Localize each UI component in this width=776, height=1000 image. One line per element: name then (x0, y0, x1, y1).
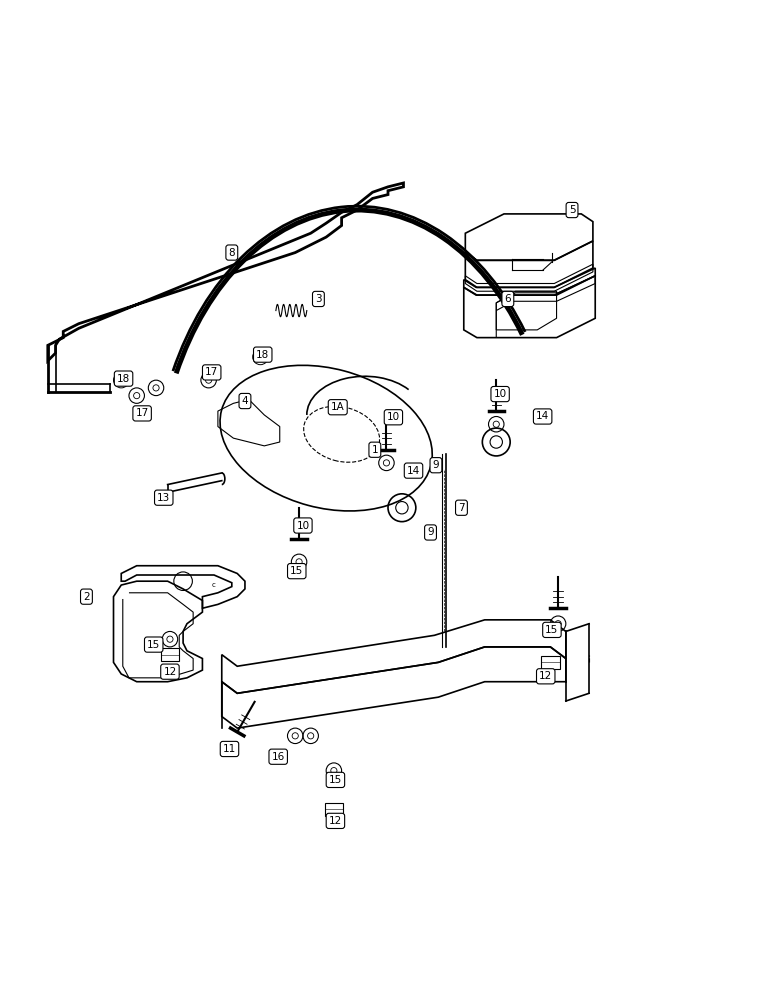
Text: 15: 15 (546, 625, 559, 635)
Text: 10: 10 (387, 412, 400, 422)
Text: 9: 9 (428, 527, 434, 537)
Text: 12: 12 (163, 667, 177, 677)
Text: 10: 10 (494, 389, 507, 399)
Text: 18: 18 (117, 374, 130, 384)
Text: 15: 15 (290, 566, 303, 576)
Text: 2: 2 (83, 592, 90, 602)
Text: 15: 15 (329, 775, 342, 785)
Text: 7: 7 (458, 503, 465, 513)
Text: 10: 10 (296, 521, 310, 531)
Text: 17: 17 (205, 367, 218, 377)
Text: 12: 12 (539, 671, 553, 681)
Text: 12: 12 (329, 816, 342, 826)
Text: 4: 4 (241, 396, 248, 406)
Text: 3: 3 (315, 294, 322, 304)
Text: 14: 14 (407, 466, 420, 476)
Text: 13: 13 (158, 493, 171, 503)
Text: 1: 1 (372, 445, 378, 455)
Text: 9: 9 (433, 460, 439, 470)
Text: 8: 8 (228, 248, 235, 258)
Text: 18: 18 (256, 350, 269, 360)
Text: 15: 15 (147, 640, 161, 650)
Text: 5: 5 (569, 205, 575, 215)
Text: 1A: 1A (331, 402, 345, 412)
Text: 11: 11 (223, 744, 236, 754)
Text: 16: 16 (272, 752, 285, 762)
Text: c: c (212, 582, 216, 588)
Text: 17: 17 (136, 408, 149, 418)
Text: 6: 6 (504, 294, 511, 304)
Text: 14: 14 (536, 411, 549, 421)
